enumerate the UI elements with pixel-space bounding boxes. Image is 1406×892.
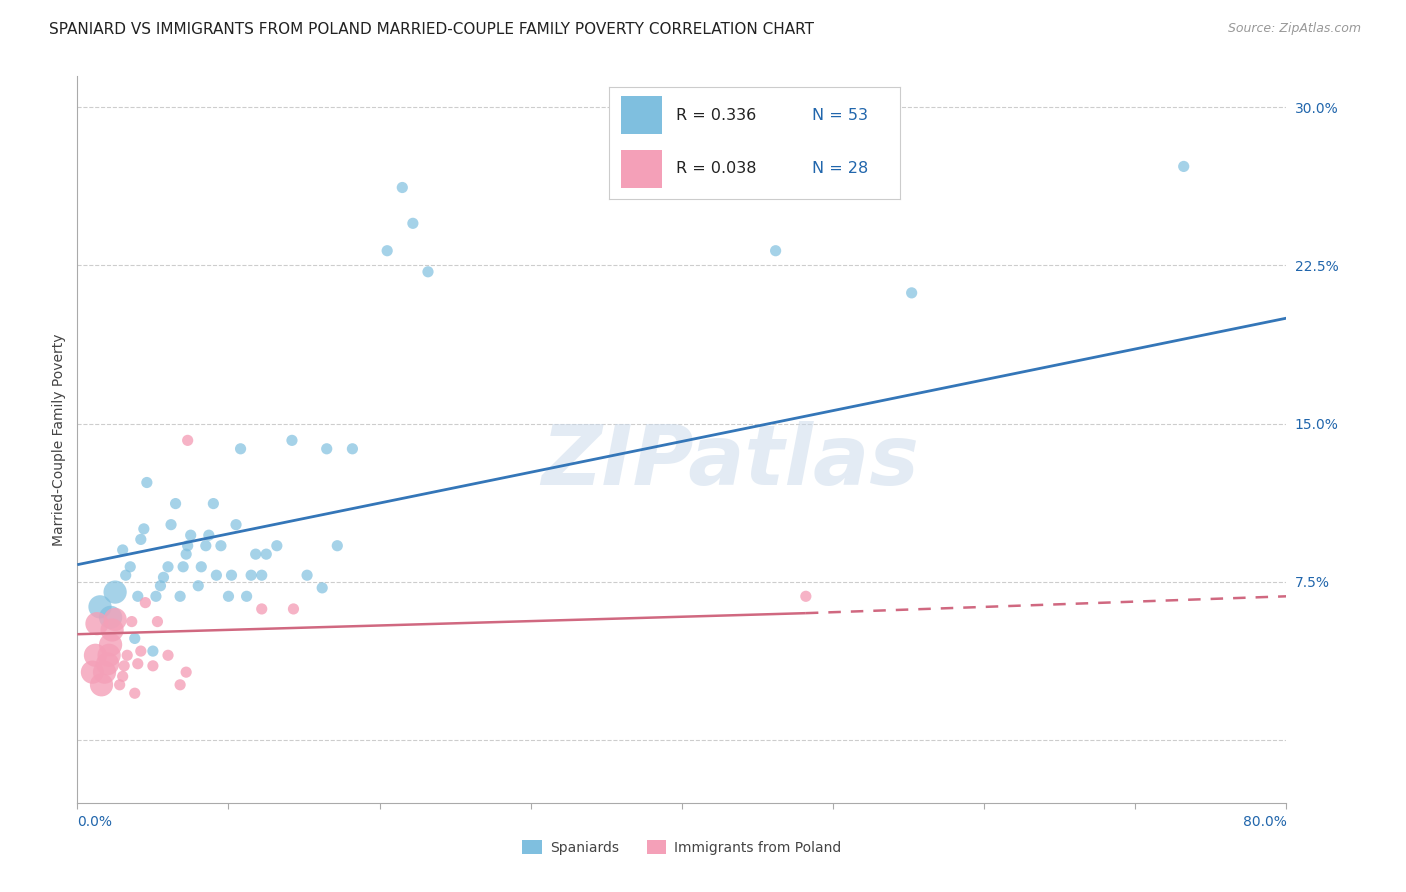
Point [240,568,263,582]
Point [229,442,252,456]
Point [96,657,118,671]
Point [89,599,111,614]
Point [221,568,243,582]
Text: Source: ZipAtlas.com: Source: ZipAtlas.com [1227,22,1361,36]
Point [311,581,333,595]
Point [100,638,122,652]
Point [157,648,180,663]
Point [245,547,267,561]
Point [111,543,134,558]
Point [295,568,318,582]
Point [225,517,247,532]
Point [198,528,221,542]
Point [111,669,134,683]
Point [281,434,304,448]
Point [98,648,121,663]
Point [93,665,115,680]
Point [169,589,191,603]
Point [202,497,225,511]
Point [794,589,817,603]
Point [104,612,127,626]
Point [114,568,136,582]
Point [765,244,787,258]
Point [129,533,152,547]
Point [129,644,152,658]
Point [174,665,197,680]
Point [174,547,197,561]
Point [176,539,198,553]
Point [157,559,180,574]
Point [315,442,337,456]
Point [124,686,146,700]
Point [160,517,183,532]
Point [187,579,209,593]
Point [134,596,156,610]
Point [235,589,257,603]
Point [1173,160,1195,174]
Point [326,539,349,553]
Point [391,180,413,194]
Point [218,589,240,603]
Point [165,497,187,511]
Text: 0.0%: 0.0% [77,815,112,830]
Point [205,568,228,582]
Text: SPANIARD VS IMMIGRANTS FROM POLAND MARRIED-COUPLE FAMILY POVERTY CORRELATION CHA: SPANIARD VS IMMIGRANTS FROM POLAND MARRI… [49,22,814,37]
Point [101,623,124,637]
Point [86,616,108,631]
Point [100,610,122,624]
Point [90,678,112,692]
Point [266,539,288,553]
Legend: Spaniards, Immigrants from Poland: Spaniards, Immigrants from Poland [519,838,845,857]
Text: ZIPatlas: ZIPatlas [541,421,920,501]
Point [135,475,157,490]
Point [112,658,135,673]
Point [250,602,273,616]
Point [900,285,922,300]
Point [176,434,198,448]
Point [254,547,277,561]
Point [283,602,305,616]
Point [120,559,142,574]
Y-axis label: Married-Couple Family Poverty: Married-Couple Family Poverty [52,333,66,546]
Point [152,570,174,584]
Point [115,648,138,663]
Point [108,678,131,692]
Point [169,678,191,692]
Point [124,632,146,646]
Point [127,657,149,671]
Point [145,589,167,603]
Point [190,559,212,574]
Point [104,585,127,599]
Point [142,658,165,673]
Point [84,648,107,663]
Point [180,528,202,542]
Point [402,216,425,230]
Point [149,579,172,593]
Point [127,589,149,603]
Point [375,244,398,258]
Point [132,522,155,536]
Point [172,559,194,574]
Point [250,568,273,582]
Text: 80.0%: 80.0% [1243,815,1286,830]
Point [194,539,217,553]
Point [142,644,165,658]
Point [82,665,104,680]
Point [416,265,439,279]
Point [342,442,364,456]
Point [146,615,169,629]
Point [209,539,232,553]
Point [121,615,143,629]
